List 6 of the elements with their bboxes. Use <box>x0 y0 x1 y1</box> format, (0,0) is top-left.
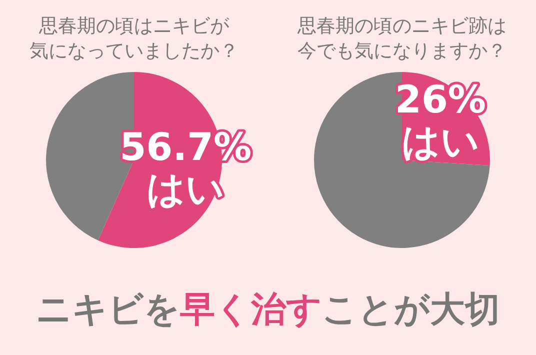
slice-label: はい <box>401 120 480 164</box>
text: ニキビを <box>36 290 180 330</box>
chart-title: 思春期の頃はニキビが気になっていましたか？ <box>28 14 240 64</box>
chart-title: 思春期の頃のニキビ跡は今でも気になりますか？ <box>296 14 508 64</box>
text: ことが大切 <box>322 290 500 330</box>
text: 早く治す <box>180 290 322 330</box>
